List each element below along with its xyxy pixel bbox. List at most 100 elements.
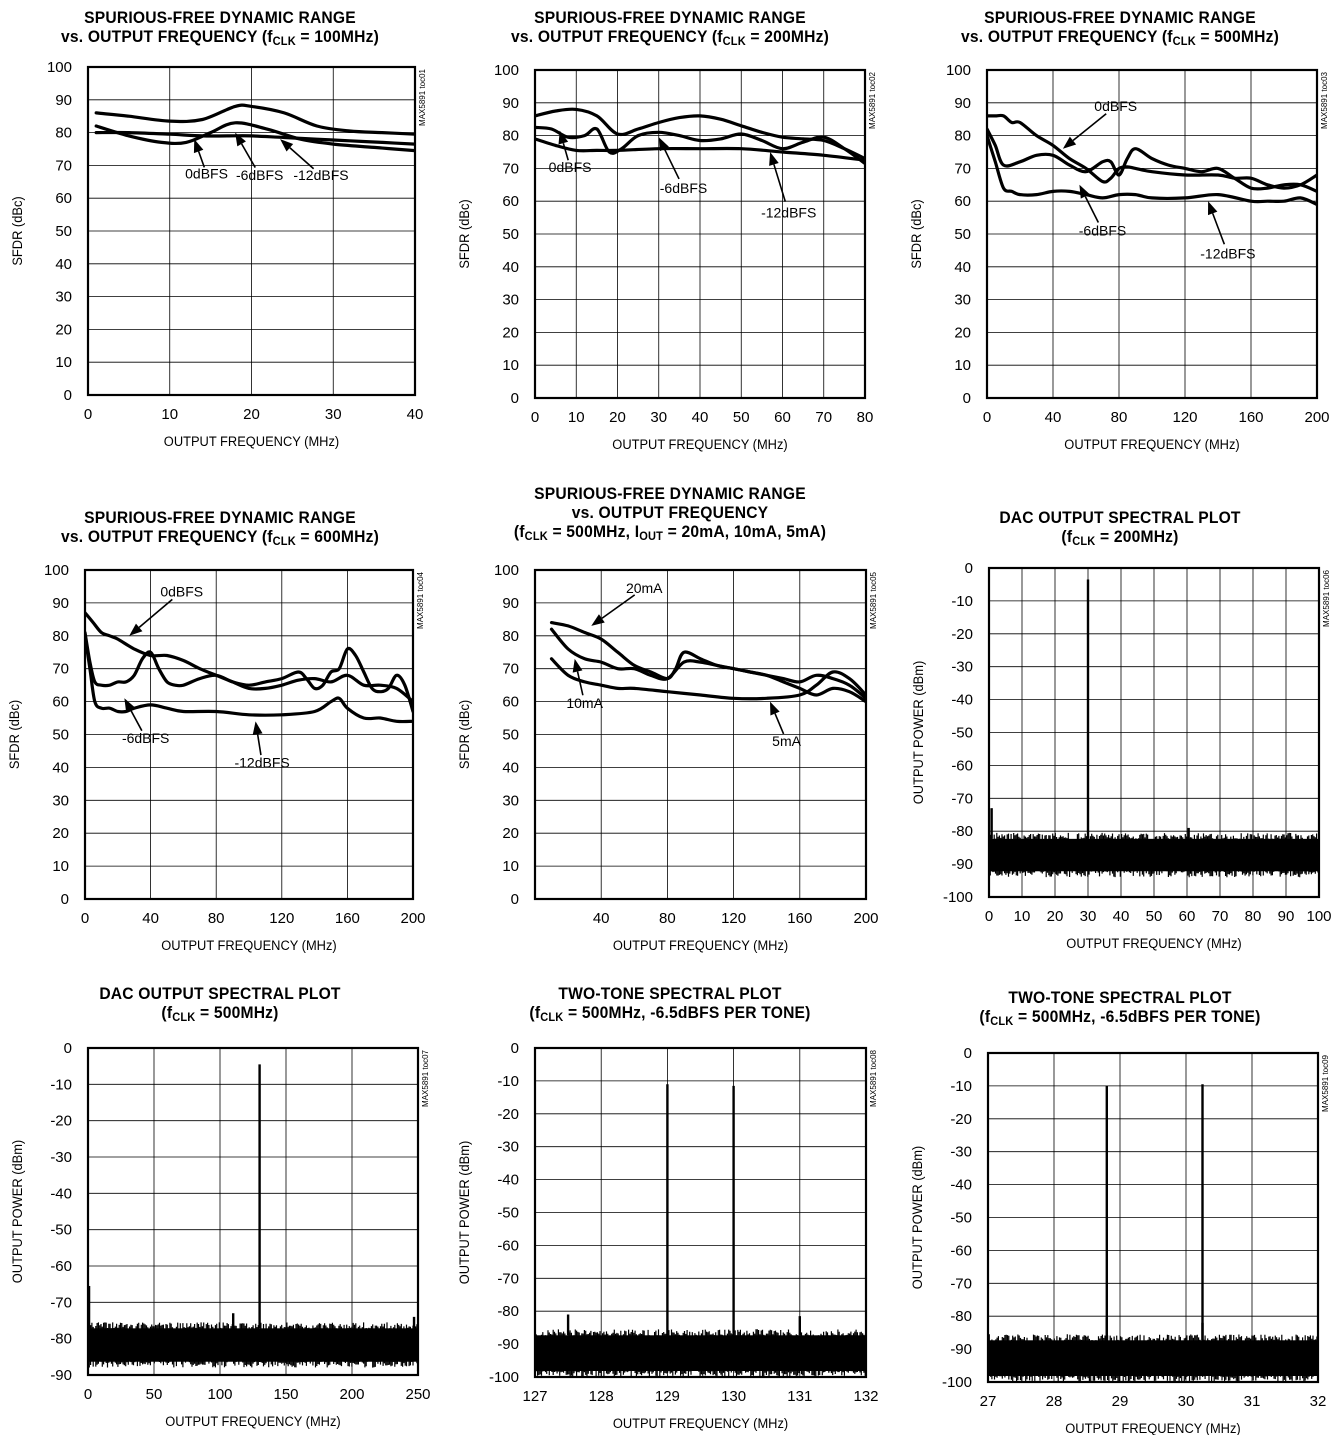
x-tick-label: 40 (142, 910, 159, 927)
y-tick-label: -50 (951, 725, 973, 742)
chart-code-label: MAX5891 toc01 (418, 68, 427, 125)
chart-panel-3: SPURIOUS-FREE DYNAMIC RANGE vs. OUTPUT FR… (900, 0, 1340, 470)
x-tick-label: 200 (400, 910, 425, 927)
title-subscript: CLK (272, 534, 296, 548)
chart-code-label: MAX5891 toc05 (869, 571, 878, 628)
y-tick-label: 100 (946, 62, 971, 79)
y-tick-label: -40 (50, 1185, 72, 1202)
annotation-leader (289, 147, 315, 170)
title-subscript: CLK (990, 1014, 1014, 1028)
x-tick-label: 30 (1178, 1393, 1195, 1410)
x-tick-label: 30 (325, 406, 342, 423)
annotation-label: -12dBFS (293, 167, 348, 183)
y-tick-label: -80 (497, 1303, 519, 1320)
series-line (549, 657, 866, 701)
x-tick-label: 29 (1112, 1393, 1129, 1410)
chart-title: SPURIOUS-FREE DYNAMIC RANGE vs. OUTPUT FR… (918, 8, 1323, 47)
y-tick-label: 10 (502, 357, 519, 374)
y-tick-label: -50 (950, 1210, 972, 1227)
chart-panel-1: SPURIOUS-FREE DYNAMIC RANGE vs. OUTPUT FR… (0, 0, 440, 470)
y-tick-label: 40 (954, 259, 971, 276)
annotation-label: -6dBFS (1079, 223, 1126, 239)
chart-title: TWO-TONE SPECTRAL PLOT (fCLK = 500MHz, -6… (918, 988, 1323, 1028)
y-tick-label: -100 (942, 1374, 972, 1391)
annotation-arrowhead (769, 152, 779, 166)
chart-title-line: vs. OUTPUT FREQUENCY (571, 503, 769, 522)
y-tick-label: -50 (50, 1222, 72, 1239)
x-tick-label: 200 (1304, 409, 1329, 426)
noise-trace (535, 1329, 866, 1377)
series-line (85, 611, 413, 704)
annotation-label: 0dBFS (549, 159, 592, 175)
chart-panel-4: SPURIOUS-FREE DYNAMIC RANGE vs. OUTPUT FR… (0, 480, 440, 960)
y-tick-label: -70 (951, 790, 973, 807)
y-tick-label: 30 (502, 792, 519, 809)
y-tick-label: 50 (502, 226, 519, 243)
y-tick-label: -20 (50, 1113, 72, 1130)
x-tick-label: 150 (273, 1386, 298, 1403)
data-layer (549, 621, 866, 704)
grid (88, 1048, 418, 1375)
x-tick-label: 132 (853, 1388, 878, 1405)
y-axis-label: OUTPUT POWER (dBm) (911, 661, 927, 804)
x-tick-label: 30 (1080, 908, 1097, 925)
y-tick-label: 60 (52, 694, 69, 711)
x-tick-label: 10 (1014, 908, 1031, 925)
y-axis-label: SFDR (dBc) (457, 199, 473, 268)
x-tick-label: 250 (405, 1386, 430, 1403)
x-tick-label: 90 (1278, 908, 1295, 925)
y-tick-label: 40 (502, 259, 519, 276)
x-axis-label: OUTPUT FREQUENCY (MHz) (1064, 437, 1239, 453)
annotation-leader (562, 142, 569, 161)
series-line (94, 130, 415, 146)
y-tick-label: -10 (50, 1076, 72, 1093)
y-tick-label: -80 (951, 823, 973, 840)
y-tick-label: 40 (55, 256, 72, 273)
y-tick-label: 100 (44, 562, 69, 579)
annotation-arrowhead (235, 132, 246, 147)
data-layer (989, 579, 1319, 878)
title-subscript: OUT (639, 529, 664, 543)
annotation-label: -12dBFS (1200, 246, 1255, 262)
plot-frame (987, 566, 1321, 899)
chart-panel-9: TWO-TONE SPECTRAL PLOT (fCLK = 500MHz, -6… (900, 960, 1340, 1435)
x-tick-label: 40 (593, 910, 610, 927)
x-tick-label: 80 (659, 910, 676, 927)
y-tick-label: 0 (511, 891, 519, 908)
y-tick-label: 0 (511, 1040, 519, 1057)
y-tick-label: -70 (50, 1294, 72, 1311)
y-tick-label: -60 (950, 1242, 972, 1259)
y-axis-label: OUTPUT POWER (dBm) (10, 1140, 26, 1283)
y-tick-label: 70 (55, 157, 72, 174)
y-tick-label: 80 (954, 128, 971, 145)
x-tick-label: 0 (81, 910, 89, 927)
x-tick-label: 10 (568, 409, 585, 426)
title-subscript: CLK (172, 1010, 196, 1024)
plot-frame (533, 68, 867, 400)
series-line (535, 137, 865, 162)
annotation-arrowhead (591, 614, 605, 626)
x-tick-label: 80 (208, 910, 225, 927)
x-tick-label: 120 (269, 910, 294, 927)
y-tick-label: 20 (502, 825, 519, 842)
annotation-arrowhead (770, 701, 780, 716)
x-tick-label: 80 (857, 409, 874, 426)
y-tick-label: -80 (950, 1308, 972, 1325)
annotation-label: 0dBFS (1094, 98, 1137, 114)
grid (85, 570, 413, 899)
y-tick-label: -90 (951, 856, 973, 873)
y-tick-label: 60 (502, 193, 519, 210)
noise-trace (88, 1322, 418, 1368)
annotation-arrowhead (1079, 184, 1090, 199)
y-tick-label: 70 (502, 160, 519, 177)
chart-panel-6: DAC OUTPUT SPECTRAL PLOT (fCLK = 200MHz) … (900, 480, 1340, 960)
annotation-arrowhead (252, 721, 263, 735)
x-tick-label: 60 (774, 409, 791, 426)
y-tick-label: 90 (55, 92, 72, 109)
y-tick-label: -40 (951, 692, 973, 709)
y-tick-label: 20 (52, 825, 69, 842)
annotation-leader (1084, 196, 1100, 223)
data-layer (85, 611, 413, 724)
chart-title: SPURIOUS-FREE DYNAMIC RANGE vs. OUTPUT FR… (18, 508, 423, 548)
chart-title-line: SPURIOUS-FREE DYNAMIC RANGE (984, 8, 1256, 27)
